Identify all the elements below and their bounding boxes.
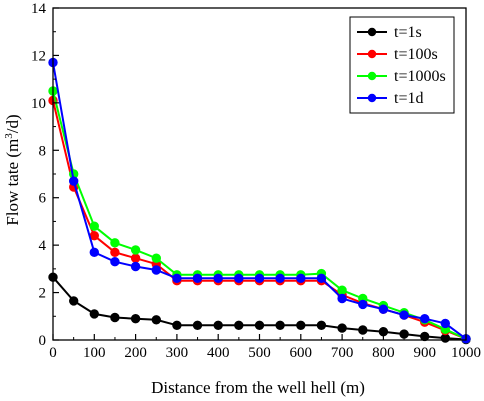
data-point-t=1d-600 [296, 273, 306, 283]
y-axis-title-prefix: Flow tate (m [3, 139, 22, 226]
legend-swatch-marker [367, 27, 377, 37]
data-point-t=1000s-150 [110, 238, 120, 248]
y-axis-title-suffix: /d) [3, 114, 22, 133]
legend-label: t=1s [394, 24, 422, 41]
data-point-t=1d-250 [151, 265, 162, 275]
data-point-t=1d-650 [316, 273, 327, 283]
data-point-t=1d-700 [337, 293, 347, 304]
data-point-t=1d-500 [254, 273, 265, 283]
series-t=1s [48, 272, 471, 345]
data-point-t=1s-50 [69, 296, 79, 306]
data-point-t=1s-550 [275, 320, 285, 330]
legend-item-t=1000s: t=1000s [357, 68, 446, 85]
data-point-t=1s-350 [192, 320, 203, 330]
x-tick-label: 100 [83, 345, 106, 361]
data-point-t=1000s-200 [130, 245, 141, 255]
axes-layer: 0 100 200 300 400 500 600 700 800 900 1000 0 2 4 6 8 10 1… [31, 1, 481, 361]
x-tick-label: 500 [248, 345, 271, 361]
legend: t=1s t=100s t=1000s t=1d [349, 16, 455, 114]
data-point-t=1d-550 [275, 273, 285, 283]
data-point-t=1s-400 [213, 320, 223, 330]
x-tick-label: 700 [331, 345, 354, 361]
legend-item-t=1s: t=1s [357, 24, 422, 41]
x-tick-label: 200 [124, 345, 147, 361]
data-point-t=1s-750 [358, 325, 368, 335]
data-point-t=1d-900 [420, 314, 430, 324]
series-t=1000s [48, 86, 471, 344]
legend-label: t=1000s [394, 68, 446, 85]
data-point-t=1d-50 [69, 176, 79, 186]
y-tick-label: 4 [39, 238, 47, 254]
data-point-t=1000s-250 [151, 253, 162, 263]
x-tick-label: 900 [413, 345, 436, 361]
y-tick-label: 8 [39, 143, 47, 159]
data-point-t=1d-850 [399, 310, 409, 320]
data-point-t=1s-700 [337, 323, 347, 333]
data-point-t=1s-300 [172, 320, 182, 330]
data-point-t=1d-100 [89, 247, 100, 258]
data-point-t=1000s-700 [337, 285, 347, 295]
x-tick-label: 0 [49, 345, 57, 361]
data-point-t=100s-150 [110, 247, 120, 258]
data-point-t=1000s-100 [89, 221, 100, 231]
data-point-t=1d-150 [110, 257, 120, 267]
data-point-t=1d-200 [130, 261, 141, 272]
x-tick-label: 800 [372, 345, 395, 361]
series-line-t=1000s [52, 90, 467, 340]
data-point-t=1s-500 [254, 320, 265, 330]
data-point-t=1s-250 [151, 315, 162, 325]
data-point-t=1d-300 [172, 273, 182, 283]
y-axis-title: Flow tate (m3/d) [3, 114, 22, 225]
data-point-t=1s-450 [234, 320, 244, 330]
x-tick-label: 600 [290, 345, 313, 361]
legend-swatch-marker [367, 71, 377, 81]
data-point-t=1d-350 [192, 273, 203, 283]
y-tick-label: 10 [31, 96, 46, 112]
data-point-t=1s-150 [110, 312, 120, 323]
data-point-t=1s-200 [130, 314, 141, 324]
legend-item-t=100s: t=100s [357, 46, 438, 63]
x-tick-label: 1000 [451, 345, 481, 361]
data-point-t=1d-950 [440, 318, 450, 329]
series-t=100s [48, 95, 471, 344]
legend-label: t=100s [394, 46, 438, 63]
y-tick-label: 0 [39, 333, 47, 349]
series-line-t=100s [52, 100, 467, 340]
x-tick-label: 300 [166, 345, 189, 361]
data-point-t=1d-400 [213, 273, 223, 283]
legend-swatch-marker [367, 93, 377, 103]
legend-swatch-marker [367, 49, 377, 59]
data-point-t=1s-100 [89, 309, 100, 319]
data-point-t=1d-800 [378, 304, 389, 314]
y-axis-title-superscript: 3 [3, 133, 15, 139]
y-tick-label: 12 [31, 48, 46, 64]
data-point-t=100s-200 [130, 253, 141, 263]
y-tick-label: 2 [39, 286, 47, 302]
y-tick-label: 6 [39, 191, 47, 207]
x-tick-label: 400 [207, 345, 230, 361]
data-point-t=1s-650 [316, 320, 327, 330]
data-point-t=1d-750 [358, 299, 368, 310]
legend-label: t=1d [394, 90, 423, 107]
data-point-t=1d-450 [234, 273, 244, 283]
y-tick-label: 14 [31, 1, 47, 17]
data-point-t=1s-600 [296, 320, 306, 330]
legend-item-t=1d: t=1d [357, 90, 423, 107]
x-axis-title: Distance from the well hell (m) [151, 378, 365, 397]
